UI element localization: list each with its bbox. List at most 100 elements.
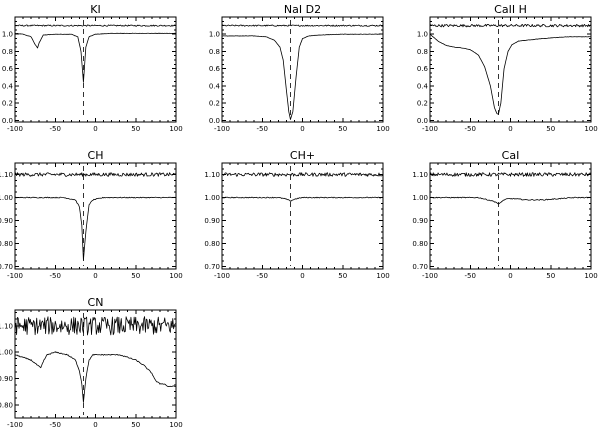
x-tick-label: 0 — [300, 125, 304, 133]
spectrum-line — [429, 33, 592, 115]
x-tick-label: -50 — [50, 125, 61, 133]
spectrum-line — [14, 32, 177, 83]
offset-spectrum-line — [221, 172, 384, 177]
x-tick-label: 0 — [300, 272, 304, 280]
offset-spectrum-line — [221, 24, 384, 27]
y-tick-label: 0.4 — [209, 82, 221, 90]
y-tick-label: 1.10 — [0, 322, 13, 330]
y-tick-label: 0.6 — [417, 65, 429, 73]
x-tick-label: 100 — [584, 272, 597, 280]
x-tick-label: -50 — [465, 125, 476, 133]
panel-title: KI — [90, 3, 100, 16]
offset-spectrum-line — [14, 172, 177, 177]
y-tick-label: 1.00 — [412, 194, 428, 202]
panel-title: CaII H — [494, 3, 527, 16]
panel-2: CaII H -100 -50 0 50 100 0.0 0.2 0.4 0.6 0.8 1.0 — [417, 3, 598, 133]
spectrum-line — [14, 196, 177, 261]
x-tick-label: -50 — [465, 272, 476, 280]
plot-frame — [221, 16, 384, 123]
x-tick-label: -50 — [50, 272, 61, 280]
y-tick-label: 0.4 — [2, 82, 14, 90]
x-tick-label: 50 — [546, 125, 555, 133]
x-tick-label: 50 — [546, 272, 555, 280]
x-tick-label: -100 — [7, 272, 23, 280]
x-tick-label: 0 — [93, 125, 97, 133]
y-tick-label: 1.00 — [204, 194, 220, 202]
y-tick-label: 1.0 — [2, 31, 13, 39]
x-tick-label: -100 — [7, 125, 23, 133]
y-tick-label: 1.00 — [0, 349, 13, 357]
plot-frame — [14, 16, 177, 123]
x-tick-label: -100 — [422, 272, 438, 280]
y-tick-label: 0.6 — [209, 65, 221, 73]
y-tick-label: 0.80 — [412, 240, 428, 248]
y-tick-label: 0.80 — [0, 401, 13, 409]
x-tick-label: -100 — [422, 125, 438, 133]
panel-0: KI -100 -50 0 50 100 0.0 0.2 0.4 0.6 0.8 1.0 — [2, 3, 183, 133]
y-tick-label: 0.8 — [2, 48, 13, 56]
x-tick-label: 0 — [93, 421, 97, 429]
y-tick-label: 1.0 — [417, 31, 428, 39]
x-tick-label: 100 — [169, 272, 182, 280]
y-tick-label: 1.10 — [0, 171, 13, 179]
y-tick-label: 0.8 — [209, 48, 220, 56]
y-tick-label: 0.2 — [209, 100, 220, 108]
panel-6: CN -100 -50 0 50 100 0.80 0.90 1.00 1.10 — [0, 296, 183, 429]
x-tick-label: 50 — [131, 421, 140, 429]
y-tick-label: 0.80 — [204, 240, 220, 248]
x-tick-label: -50 — [257, 125, 268, 133]
panel-3: CH -100 -50 0 50 100 0.70 0.80 0.90 1.00 1.10 — [0, 149, 183, 280]
x-tick-label: 100 — [584, 125, 597, 133]
spectrum-line — [221, 33, 384, 120]
x-tick-label: 100 — [169, 125, 182, 133]
x-tick-label: 50 — [338, 272, 347, 280]
y-tick-label: 0.4 — [417, 82, 429, 90]
panel-4: CH+ -100 -50 0 50 100 0.70 0.80 0.90 1.00 1.10 — [204, 149, 389, 280]
y-tick-label: 0.70 — [412, 263, 428, 271]
x-tick-label: 50 — [338, 125, 347, 133]
x-tick-label: 0 — [508, 272, 512, 280]
y-tick-label: 0.90 — [412, 217, 428, 225]
plot-frame — [429, 16, 592, 123]
offset-spectrum-line — [429, 23, 592, 28]
panel-title: CaI — [502, 149, 520, 162]
y-tick-label: 1.10 — [204, 171, 220, 179]
x-tick-label: -100 — [7, 421, 23, 429]
x-tick-label: -100 — [214, 272, 230, 280]
x-tick-label: 100 — [376, 272, 389, 280]
y-tick-label: 0.70 — [204, 263, 220, 271]
x-tick-label: 50 — [131, 125, 140, 133]
x-tick-label: 0 — [93, 272, 97, 280]
spectrum-line — [429, 196, 592, 205]
spectrum-line — [15, 351, 177, 403]
plot-frame — [429, 162, 592, 270]
panel-title: CN — [88, 296, 104, 309]
y-tick-label: 0.0 — [417, 117, 428, 125]
spectrum-line — [221, 196, 384, 202]
panel-title: CH — [88, 149, 104, 162]
panel-5: CaI -100 -50 0 50 100 0.70 0.80 0.90 1.00 1.10 — [412, 149, 597, 280]
y-tick-label: 0.80 — [0, 240, 13, 248]
panel-1: NaI D2 -100 -50 0 50 100 0.0 0.2 0.4 0.6 0.8 1.0 — [209, 3, 390, 133]
y-tick-label: 1.10 — [412, 171, 428, 179]
y-tick-label: 0.70 — [0, 263, 13, 271]
x-tick-label: -50 — [50, 421, 61, 429]
x-tick-label: 0 — [508, 125, 512, 133]
panel-title: CH+ — [290, 149, 315, 162]
plot-frame — [221, 162, 384, 270]
offset-spectrum-line — [429, 172, 592, 177]
y-tick-label: 0.90 — [0, 375, 13, 383]
y-tick-label: 0.0 — [2, 117, 13, 125]
y-tick-label: 0.90 — [204, 217, 220, 225]
y-tick-label: 0.6 — [2, 65, 14, 73]
x-tick-label: 50 — [131, 272, 140, 280]
y-tick-label: 0.0 — [209, 117, 220, 125]
y-tick-label: 1.00 — [0, 194, 13, 202]
x-tick-label: -50 — [257, 272, 268, 280]
y-tick-label: 1.0 — [209, 31, 220, 39]
x-tick-label: 100 — [376, 125, 389, 133]
y-tick-label: 0.90 — [0, 217, 13, 225]
x-tick-label: 100 — [169, 421, 182, 429]
plot-frame — [14, 162, 177, 270]
